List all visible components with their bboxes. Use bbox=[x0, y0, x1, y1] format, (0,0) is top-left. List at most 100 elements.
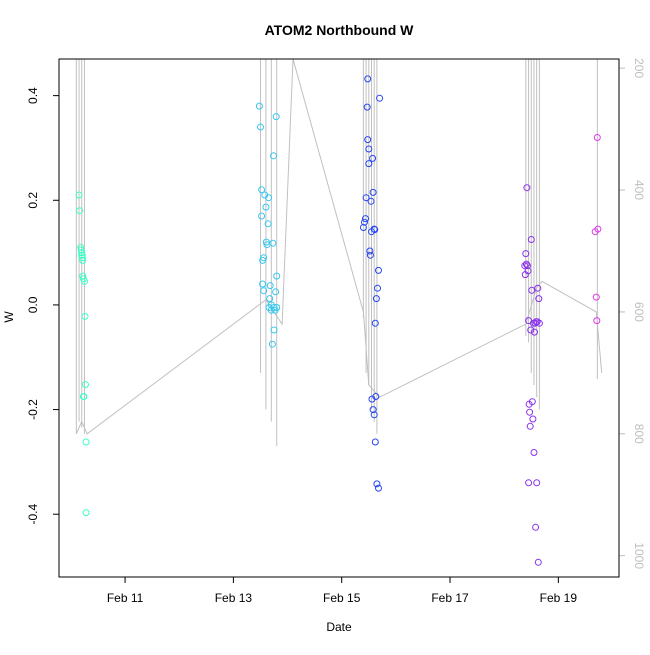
data-point bbox=[369, 406, 377, 414]
data-point bbox=[371, 226, 379, 234]
data-point bbox=[593, 317, 601, 325]
y-tick-label: -0.4 bbox=[26, 504, 40, 525]
data-point bbox=[365, 145, 373, 153]
data-point bbox=[76, 207, 84, 215]
data-point bbox=[77, 246, 85, 254]
data-point bbox=[534, 558, 542, 566]
data-point bbox=[370, 411, 378, 419]
data-point bbox=[255, 102, 263, 110]
data-point bbox=[523, 184, 531, 192]
data-point bbox=[367, 197, 375, 205]
right-tick-label: 1000 bbox=[632, 542, 646, 569]
y-tick-label: -0.2 bbox=[26, 399, 40, 420]
data-point bbox=[373, 480, 381, 488]
depth-trace-line bbox=[75, 58, 603, 435]
data-point bbox=[531, 319, 539, 327]
data-point bbox=[592, 293, 600, 301]
data-point bbox=[375, 266, 382, 274]
data-point bbox=[366, 247, 374, 255]
data-point bbox=[269, 239, 277, 247]
y-tick-label: 0.2 bbox=[26, 192, 40, 209]
x-axis-label: Date bbox=[326, 620, 352, 634]
data-point bbox=[376, 94, 384, 102]
data-point bbox=[369, 154, 377, 162]
data-point bbox=[272, 113, 280, 121]
data-point bbox=[364, 75, 372, 83]
data-point bbox=[270, 152, 277, 160]
data-point bbox=[262, 203, 270, 211]
data-point bbox=[257, 123, 264, 131]
data-point bbox=[272, 288, 280, 296]
data-point bbox=[77, 243, 85, 251]
data-point bbox=[81, 312, 89, 320]
data-point bbox=[521, 262, 529, 270]
data-point bbox=[262, 238, 270, 246]
data-points-layer bbox=[75, 75, 602, 566]
data-point bbox=[268, 340, 276, 348]
data-point bbox=[530, 449, 538, 456]
data-point bbox=[593, 134, 601, 141]
data-point bbox=[372, 393, 380, 400]
data-point bbox=[375, 484, 382, 492]
data-point bbox=[528, 286, 536, 294]
x-tick-label: Feb 17 bbox=[431, 591, 469, 605]
plot-frame bbox=[58, 58, 620, 578]
data-point bbox=[522, 260, 530, 268]
data-point bbox=[363, 103, 371, 111]
data-point bbox=[265, 194, 273, 202]
data-point bbox=[525, 479, 533, 487]
data-point bbox=[361, 218, 368, 226]
data-point bbox=[264, 220, 272, 228]
data-point bbox=[82, 438, 90, 446]
data-point bbox=[372, 295, 380, 303]
data-point bbox=[532, 523, 540, 531]
data-point bbox=[260, 254, 268, 262]
data-point bbox=[80, 393, 88, 400]
data-point bbox=[524, 262, 531, 270]
data-point bbox=[531, 328, 538, 336]
y-tick-label: 0.0 bbox=[26, 296, 40, 313]
axes-layer: Feb 11 Feb 13 Feb 15 Feb 17 Feb 19 -0.4 -0.2 0.… bbox=[26, 58, 646, 605]
right-tick-label: 400 bbox=[632, 180, 646, 200]
data-point bbox=[273, 304, 281, 311]
data-point bbox=[258, 186, 266, 194]
data-point bbox=[78, 249, 86, 257]
data-point bbox=[266, 282, 274, 290]
y-tick-label: 0.4 bbox=[26, 87, 40, 104]
data-point bbox=[82, 509, 90, 517]
data-point bbox=[260, 287, 268, 295]
data-point bbox=[258, 212, 266, 220]
data-point bbox=[527, 326, 535, 334]
data-point bbox=[371, 319, 379, 327]
data-point bbox=[365, 160, 373, 168]
x-tick-label: Feb 15 bbox=[323, 591, 361, 605]
data-point bbox=[533, 479, 541, 487]
data-point bbox=[266, 295, 274, 303]
right-tick-label: 600 bbox=[632, 302, 646, 322]
data-point bbox=[362, 215, 369, 223]
data-point bbox=[359, 224, 367, 231]
data-point bbox=[270, 326, 278, 334]
chart-title: ATOM2 Northbound W bbox=[265, 22, 415, 38]
data-point bbox=[273, 272, 281, 280]
right-tick-label: 800 bbox=[632, 424, 646, 444]
data-point bbox=[82, 381, 89, 388]
data-point bbox=[374, 284, 381, 292]
x-tick-label: Feb 19 bbox=[540, 591, 578, 605]
data-point bbox=[259, 280, 267, 288]
data-point bbox=[362, 194, 370, 202]
right-tick-label: 200 bbox=[632, 58, 646, 78]
data-point bbox=[526, 422, 534, 430]
data-point bbox=[371, 438, 379, 446]
y-axis-label: W bbox=[2, 311, 16, 323]
data-point bbox=[366, 251, 374, 259]
data-point bbox=[369, 188, 377, 196]
data-point bbox=[75, 191, 83, 199]
data-point bbox=[79, 256, 87, 264]
data-point bbox=[535, 319, 543, 327]
data-point bbox=[522, 250, 530, 258]
x-tick-label: Feb 13 bbox=[215, 591, 253, 605]
data-point bbox=[594, 225, 602, 233]
